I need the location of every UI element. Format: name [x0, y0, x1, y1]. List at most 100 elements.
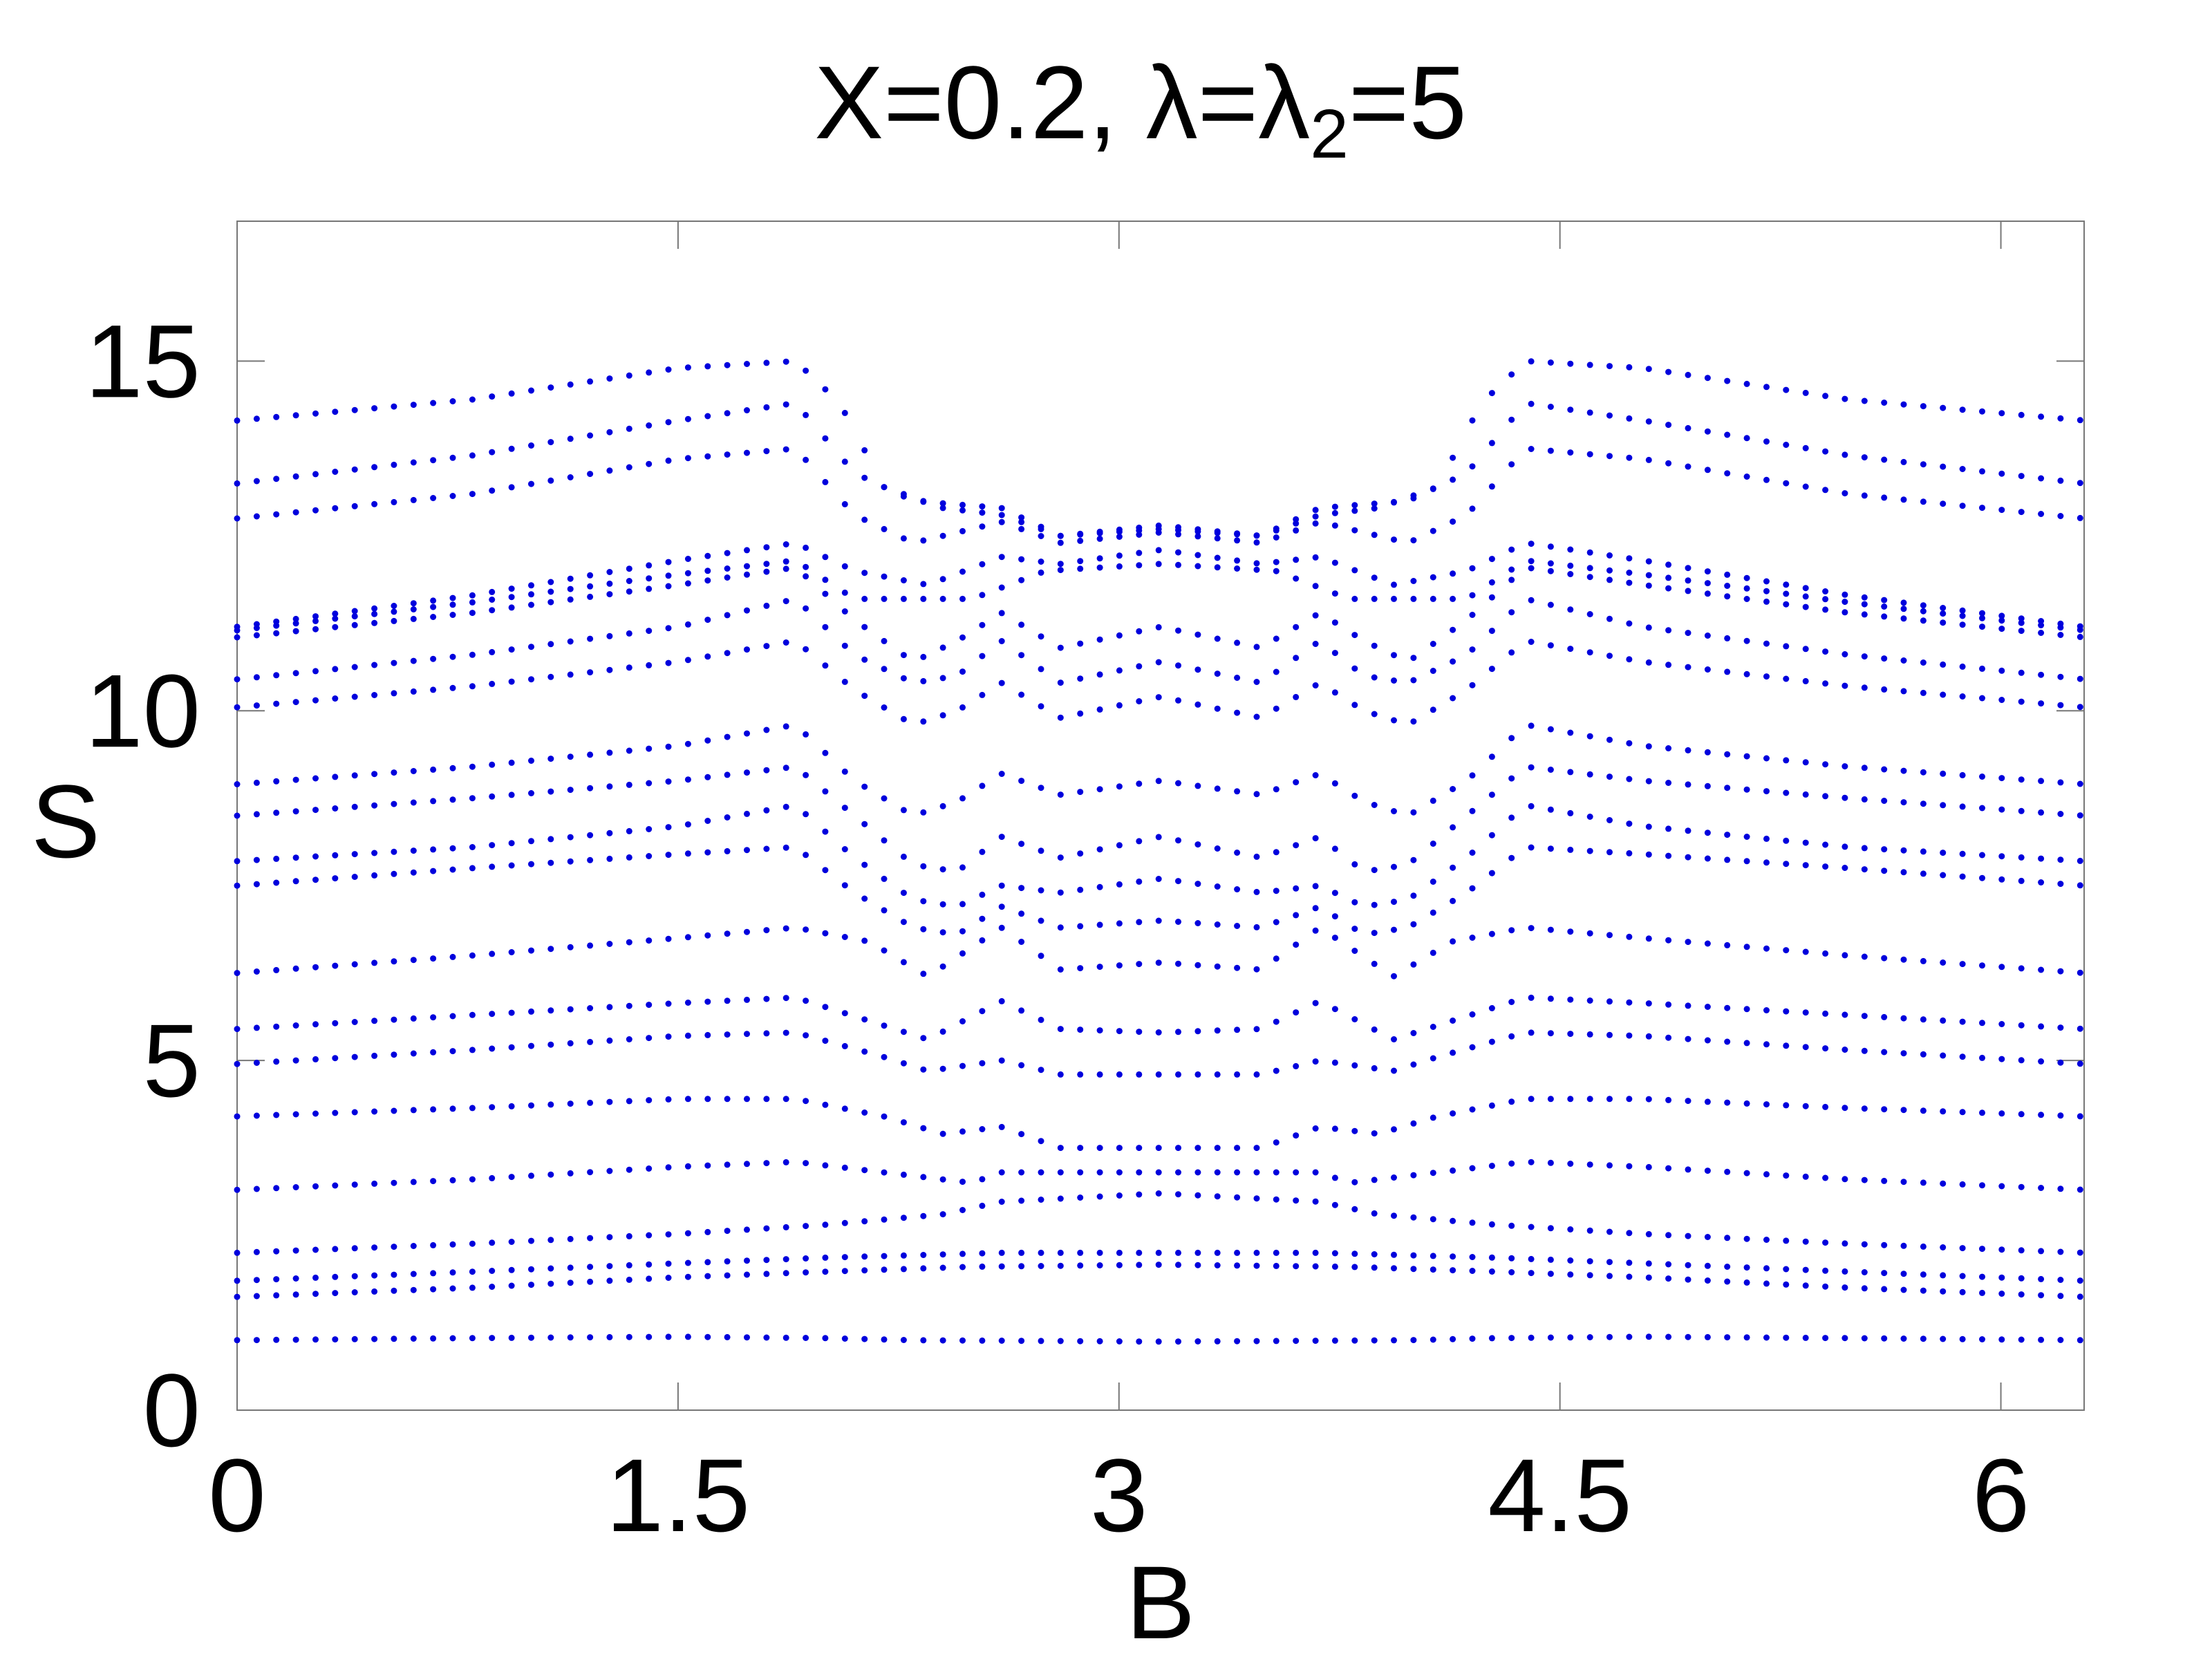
data-point [1998, 667, 2005, 674]
data-point [1057, 791, 1064, 798]
data-point [1116, 1192, 1123, 1199]
data-point [1881, 1286, 1888, 1293]
data-point [430, 1286, 437, 1293]
data-point [1743, 596, 1750, 602]
data-point [626, 1002, 632, 1009]
data-point [1645, 778, 1652, 785]
data-point [1136, 838, 1143, 845]
data-point [2038, 1275, 2045, 1282]
data-point [312, 853, 319, 860]
data-point [292, 473, 299, 480]
data-point [312, 807, 319, 814]
data-point [1450, 518, 1456, 525]
data-point [1685, 1002, 1691, 1009]
data-point [684, 657, 691, 664]
data-point [881, 484, 888, 491]
data-point [684, 1230, 691, 1237]
data-point [449, 765, 456, 771]
data-point [1979, 1054, 1985, 1061]
data-point [528, 387, 534, 394]
data-point [1194, 962, 1201, 968]
data-point [1293, 1263, 1300, 1270]
data-point [626, 781, 632, 788]
data-point [234, 1249, 241, 1256]
data-point [1430, 1024, 1436, 1030]
data-point [1979, 852, 1985, 859]
data-point [1312, 883, 1319, 890]
data-point [1528, 994, 1535, 1001]
data-point [1606, 932, 1613, 939]
data-point [253, 1337, 260, 1344]
data-point [939, 1211, 946, 1218]
data-point [1234, 886, 1241, 892]
data-point [1626, 1163, 1633, 1170]
data-point [1410, 1120, 1417, 1127]
data-point [1331, 913, 1338, 920]
data-point [332, 1273, 339, 1280]
data-point [1724, 1004, 1731, 1011]
data-point [1038, 887, 1044, 894]
data-point [273, 1112, 280, 1118]
data-point [782, 565, 789, 572]
data-point [1783, 590, 1790, 597]
data-point [1940, 850, 1947, 856]
data-point [391, 1016, 397, 1023]
data-point [646, 1261, 653, 1268]
data-point [1783, 1172, 1790, 1179]
data-point [312, 617, 319, 624]
data-point [803, 852, 809, 859]
data-point [861, 1167, 868, 1174]
data-point [1253, 532, 1260, 539]
data-point [1685, 1262, 1691, 1268]
data-point [1920, 1335, 1927, 1342]
data-point [489, 1239, 496, 1246]
data-point [1567, 571, 1574, 577]
data-point [1586, 362, 1593, 368]
data-point [803, 573, 809, 580]
data-point [1508, 775, 1515, 782]
data-point [1940, 1052, 1947, 1059]
data-point [1331, 1250, 1338, 1257]
data-point [253, 1185, 260, 1192]
data-point [684, 556, 691, 562]
data-point [1253, 1338, 1260, 1344]
data-point [2038, 778, 2045, 785]
data-point [1665, 585, 1672, 592]
data-point [2018, 1183, 2025, 1190]
data-point [391, 461, 397, 468]
data-point [1586, 611, 1593, 617]
data-point [1155, 561, 1162, 568]
data-point [332, 505, 339, 512]
data-point [881, 875, 888, 882]
data-point [1018, 885, 1025, 892]
data-point [528, 861, 534, 868]
data-point [1410, 718, 1417, 725]
y-tick-label: 5 [143, 1002, 200, 1118]
data-point [1567, 1226, 1574, 1232]
data-point [606, 666, 613, 673]
data-point [1136, 1191, 1143, 1198]
data-point [1214, 1193, 1221, 1200]
data-point [1351, 702, 1358, 709]
data-point [1293, 1132, 1300, 1139]
data-point [1783, 1281, 1790, 1288]
data-point [1567, 928, 1574, 935]
data-point [2077, 623, 2083, 630]
data-point [1940, 872, 1947, 879]
data-point [2057, 1248, 2064, 1255]
data-point [489, 487, 496, 494]
data-point [1391, 808, 1397, 814]
data-point [1685, 781, 1691, 788]
data-point [1469, 505, 1476, 512]
data-point [939, 675, 946, 682]
data-point [489, 950, 496, 957]
data-point [1351, 1016, 1358, 1022]
data-point [1998, 1336, 2005, 1343]
data-point [587, 378, 594, 385]
data-point [1940, 463, 1947, 470]
data-point [1450, 1110, 1456, 1117]
data-point [410, 688, 417, 695]
data-point [1331, 559, 1338, 566]
data-point [1998, 1021, 2005, 1027]
data-point [1940, 691, 1947, 698]
